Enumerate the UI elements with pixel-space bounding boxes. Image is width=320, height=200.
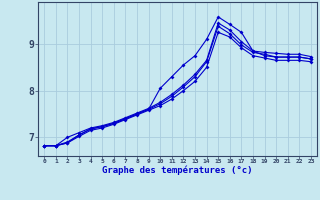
X-axis label: Graphe des températures (°c): Graphe des températures (°c) [102, 166, 253, 175]
